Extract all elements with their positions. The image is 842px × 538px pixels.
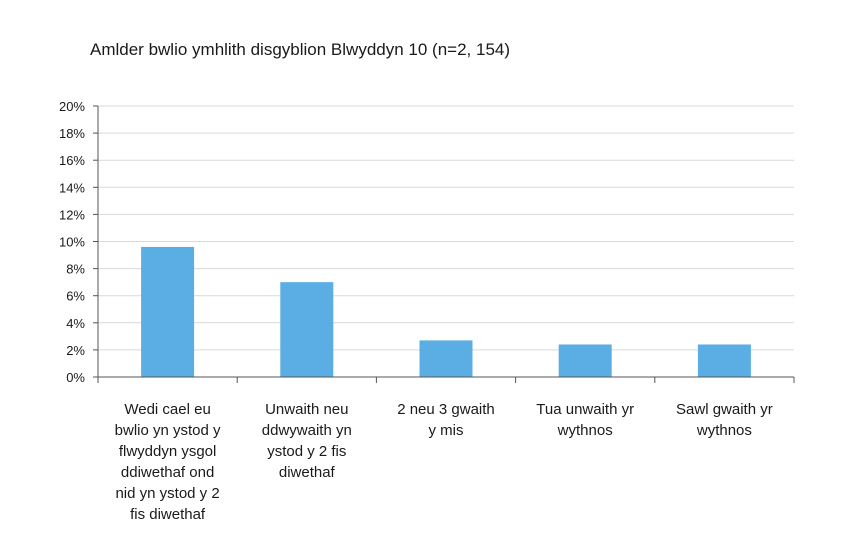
y-tick-label: 10% <box>59 235 85 250</box>
y-tick-label: 6% <box>66 289 85 304</box>
x-tick-label-line: wythnos <box>696 422 752 439</box>
x-tick-label-line: diwethaf <box>278 464 335 481</box>
y-tick-label: 20% <box>59 99 85 114</box>
bar <box>697 344 751 377</box>
x-tick-label-line: Sawl gwaith yr <box>676 401 773 418</box>
x-tick-label-line: y mis <box>428 422 464 439</box>
x-tick-label-line: Unwaith neu <box>265 401 349 418</box>
x-tick-label-line: flwyddyn ysgol <box>118 443 217 460</box>
x-tick-label-line: bwlio yn ystod y <box>114 422 221 439</box>
x-tick-label: Tua unwaith yr wythnos <box>523 399 647 441</box>
x-tick-label: 2 neu 3 gwaith y mis <box>384 399 508 441</box>
y-tick-label: 12% <box>59 207 85 222</box>
x-tick-label: Sawl gwaith yr wythnos <box>662 399 786 441</box>
bar <box>558 344 612 377</box>
y-axis-ticks: 0% 2% 4% 6% 8% 10% 12% 14% 16% 18% 20% <box>59 99 98 385</box>
chart-title: Amlder bwlio ymhlith disgyblion Blwyddyn… <box>90 40 511 59</box>
y-tick-label: 18% <box>59 126 85 141</box>
x-tick-label-line: Wedi cael eu <box>124 401 211 418</box>
bar <box>141 246 195 377</box>
x-tick-label-line: ddiwethaf ond <box>120 464 215 481</box>
bar <box>419 340 473 377</box>
x-tick-label-line: wythnos <box>557 422 613 439</box>
axes <box>97 106 795 383</box>
x-tick-label-line: nid yn ystod y 2 <box>115 485 220 502</box>
y-tick-label: 2% <box>66 343 85 358</box>
y-tick-label: 4% <box>66 316 85 331</box>
x-tick-label-line: Tua unwaith yr <box>536 401 635 418</box>
x-tick-label-line: fis diwethaf <box>130 506 206 523</box>
gridlines <box>98 105 794 351</box>
bar <box>280 282 334 377</box>
y-tick-label: 16% <box>59 153 85 168</box>
x-tick-label-line: 2 neu 3 gwaith <box>397 401 495 418</box>
x-tick-label: Wedi cael eu bwlio yn ystod y flwyddyn ysg… <box>106 399 230 525</box>
y-tick-label: 8% <box>66 262 85 277</box>
y-tick-label: 0% <box>66 370 85 385</box>
x-tick-label-line: ystod y 2 fis <box>267 443 347 460</box>
x-tick-label: Unwaith neu ddwywaith yn ystod y 2 fis diwe… <box>245 399 369 483</box>
x-tick-label-line: ddwywaith yn <box>261 422 352 439</box>
y-tick-label: 14% <box>59 180 85 195</box>
bars <box>141 246 751 377</box>
